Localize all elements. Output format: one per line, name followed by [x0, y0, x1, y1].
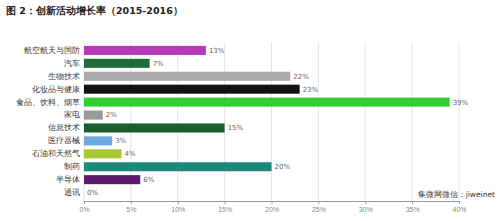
- x-tick: 40%: [452, 201, 466, 213]
- bar: [84, 149, 122, 158]
- grid-line: [459, 42, 460, 201]
- x-tick-label: 20%: [265, 206, 279, 213]
- x-tick: 20%: [265, 201, 279, 213]
- grid-line: [318, 42, 319, 201]
- annotation: 集微网微信：jiweinet: [418, 190, 495, 199]
- data-label: 7%: [153, 60, 164, 68]
- grid-line: [365, 42, 366, 201]
- x-tick-mark: [272, 201, 273, 204]
- x-tick: 0%: [79, 201, 89, 213]
- bar: [84, 136, 112, 145]
- y-tick-label: 化妆品与健康: [32, 85, 80, 94]
- x-tick-label: 35%: [406, 206, 420, 213]
- data-label: 13%: [209, 47, 225, 55]
- bar: [84, 188, 85, 197]
- x-tick-mark: [412, 201, 413, 204]
- y-tick-label: 信息技术: [48, 123, 80, 132]
- y-tick-label: 航空航天与国防: [24, 46, 80, 55]
- y-tick: 家电: [64, 110, 84, 119]
- y-tick: 通讯: [64, 188, 84, 197]
- bar: [84, 59, 150, 68]
- y-tick-label: 石油和天然气: [32, 149, 80, 158]
- y-tick: 航空航天与国防: [24, 46, 84, 55]
- bar: [84, 85, 300, 94]
- y-tick: 医疗器械: [48, 136, 84, 145]
- x-tick-label: 5%: [126, 206, 136, 213]
- y-tick-label: 制药: [64, 162, 80, 171]
- data-label: 0%: [87, 189, 98, 197]
- bar: [84, 175, 140, 184]
- y-tick-label: 生物技术: [48, 72, 80, 81]
- y-tick-label: 家电: [64, 110, 80, 119]
- data-label: 20%: [275, 163, 291, 171]
- y-tick: 半导体: [56, 175, 84, 184]
- y-tick-label: 医疗器械: [48, 136, 80, 145]
- data-label: 6%: [143, 176, 154, 184]
- x-tick-mark: [318, 201, 319, 204]
- data-label: 4%: [125, 150, 136, 158]
- y-tick: 食品、饮料、烟草: [16, 98, 84, 107]
- x-tick: 5%: [126, 201, 136, 213]
- y-axis: 航空航天与国防汽车生物技术化妆品与健康食品、饮料、烟草家电信息技术医疗器械石油和…: [16, 46, 84, 197]
- bar: [84, 72, 290, 81]
- y-tick: 制药: [64, 162, 84, 171]
- x-tick-label: 15%: [218, 206, 232, 213]
- bar: [84, 162, 272, 171]
- data-label: 22%: [293, 73, 309, 81]
- x-tick-label: 40%: [452, 206, 466, 213]
- grid: [84, 42, 459, 201]
- data-label: 23%: [303, 86, 319, 94]
- bar: [84, 123, 225, 132]
- x-tick: 35%: [406, 201, 420, 213]
- data-label: 15%: [228, 124, 244, 132]
- bar: [84, 98, 450, 107]
- x-tick-label: 25%: [312, 206, 326, 213]
- title: 图 2：创新活动增长率（2015-2016）: [6, 5, 183, 16]
- x-tick-mark: [459, 201, 460, 204]
- data-label: 2%: [106, 111, 117, 119]
- y-tick: 汽车: [64, 59, 84, 68]
- data-label: 3%: [115, 137, 126, 145]
- x-tick-mark: [225, 201, 226, 204]
- grid-line: [224, 42, 225, 201]
- y-tick: 化妆品与健康: [32, 85, 84, 94]
- y-tick: 石油和天然气: [32, 149, 84, 158]
- x-tick: 10%: [171, 201, 185, 213]
- bar: [84, 46, 206, 55]
- y-tick-label: 半导体: [56, 175, 80, 184]
- bars: [84, 46, 450, 184]
- chart: 图 2：创新活动增长率（2015-2016） 13% 7% 22% 23% 39% 2% 15…: [0, 0, 499, 221]
- y-tick-label: 汽车: [64, 59, 80, 68]
- grid-line: [177, 42, 178, 201]
- bar: [84, 111, 103, 120]
- x-tick-mark: [84, 201, 85, 204]
- x-tick-label: 0%: [79, 206, 89, 213]
- grid-line: [412, 42, 413, 201]
- data-label: 39%: [453, 99, 469, 107]
- y-tick: 生物技术: [48, 72, 84, 81]
- x-tick-label: 10%: [171, 206, 185, 213]
- x-tick: 15%: [218, 201, 232, 213]
- y-tick-label: 通讯: [64, 188, 80, 197]
- x-axis: 0% 5% 10% 15% 20% 25% 30% 35% 40%: [79, 201, 466, 213]
- plot: 13% 7% 22% 23% 39% 2% 15% 3% 4% 20% 6% 0% 0% 5% 10% 15%…: [16, 42, 469, 213]
- x-axis-line: [85, 202, 460, 205]
- x-tick-mark: [178, 201, 179, 204]
- x-tick: 25%: [312, 201, 326, 213]
- y-tick-label: 食品、饮料、烟草: [16, 98, 80, 107]
- grid-line: [271, 42, 272, 201]
- x-tick-label: 30%: [359, 206, 373, 213]
- data-labels: 13% 7% 22% 23% 39% 2% 15% 3% 4% 20% 6% 0%: [87, 47, 469, 197]
- x-tick: 30%: [359, 201, 373, 213]
- x-tick-mark: [131, 201, 132, 204]
- x-tick-mark: [365, 201, 366, 204]
- y-tick: 信息技术: [48, 123, 84, 132]
